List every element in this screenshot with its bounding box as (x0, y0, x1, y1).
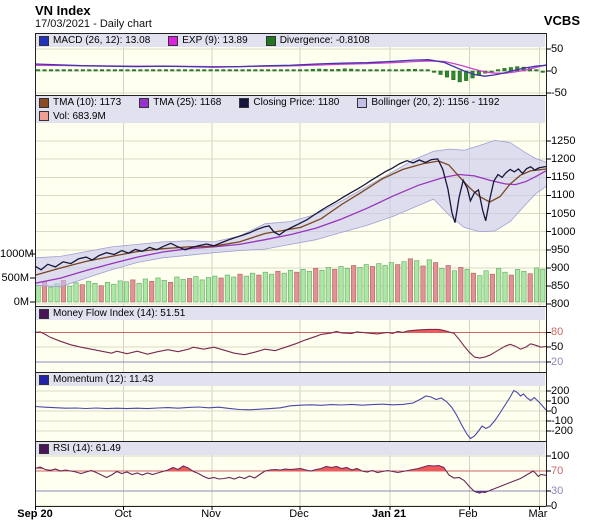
x-axis-label-jan: Jan 21 (371, 508, 407, 520)
legend-item-volume: Vol: 683.9M (39, 111, 106, 122)
macd-legend-label: MACD (26, 12): 13.08 (53, 35, 151, 46)
rsi-legend: RSI (14): 61.49 (36, 442, 545, 455)
legend-item-rsi: RSI (14): 61.49 (39, 443, 121, 454)
legend-item-divergence: Divergence: -0.8108 (265, 35, 370, 46)
x-axis-label-mar: Mar (528, 508, 548, 520)
y-tick-label: 100 (551, 450, 570, 462)
mfi-legend: Money Flow Index (14): 51.51 (36, 307, 545, 320)
y-tick-label: 30 (551, 485, 564, 497)
closing-price-legend-label: Closing Price: 1180 (253, 97, 340, 108)
bollinger-legend-label: Bollinger (20, 2): 1156 - 1192 (371, 97, 500, 108)
volume-legend-label: Vol: 683.9M (53, 110, 106, 122)
y-tick-label: 200 (551, 385, 570, 397)
tma10-swatch-icon (39, 97, 49, 108)
mfi-legend-label: Money Flow Index (14): 51.51 (53, 308, 186, 319)
momentum-swatch-icon (39, 374, 49, 385)
y-tick-label: 0 (551, 65, 558, 77)
brand-logo: VCBS (543, 13, 580, 28)
y-tick-label: -100 (551, 415, 574, 427)
legend-item-exp: EXP (9): 13.89 (168, 35, 248, 46)
y-tick-label: 0 (551, 405, 558, 417)
y-tick-label: 1150 (551, 171, 575, 184)
volume-swatch-icon (39, 111, 49, 121)
y-tick-label: 100 (551, 395, 570, 407)
momentum-legend-label: Momentum (12): 11.43 (53, 374, 154, 385)
legend-item-mfi: Money Flow Index (14): 51.51 (39, 308, 185, 319)
x-axis-label-nov: Nov (201, 508, 221, 520)
x-axis-label-feb: Feb (458, 508, 478, 520)
mfi-swatch-icon (39, 308, 49, 319)
x-axis-label-sep: Sep 20 (17, 508, 53, 520)
price-legend-row2: Vol: 683.9M (36, 109, 545, 123)
closing-price-swatch-icon (239, 97, 250, 108)
y-tick-label: 500M (1, 272, 29, 284)
y-tick-label: 1250 (551, 135, 576, 148)
tma25-legend-label: TMA (25): 1168 (153, 97, 222, 108)
legend-item-tma10: TMA (10): 1173 (39, 97, 121, 108)
exp-swatch-icon (168, 35, 179, 46)
y-tick-label: 1100 (551, 189, 575, 202)
legend-item-momentum: Momentum (12): 11.43 (39, 374, 153, 385)
y-tick-label: 1200 (551, 153, 576, 166)
x-axis-label-oct: Oct (114, 508, 132, 520)
y-tick-label: -200 (551, 425, 574, 437)
y-tick-label: 0 (551, 500, 558, 512)
divergence-legend-label: Divergence: -0.8108 (279, 35, 370, 46)
macd-legend: MACD (26, 12): 13.08 EXP (9): 13.89 Dive… (36, 34, 545, 47)
divergence-swatch-icon (265, 35, 276, 46)
tma10-legend-label: TMA (10): 1173 (53, 97, 122, 108)
y-tick-label: 800 (551, 298, 570, 311)
y-tick-label: 850 (551, 280, 570, 293)
exp-legend-label: EXP (9): 13.89 (182, 35, 248, 46)
y-tick-label: 1000M (0, 248, 34, 260)
y-tick-label: 950 (551, 243, 570, 256)
y-tick-label: 1050 (551, 207, 576, 220)
x-axis-label-dec: Dec (289, 508, 309, 520)
macd-swatch-icon (39, 35, 49, 46)
chart-subtitle: 17/03/2021 - Daily chart (35, 18, 152, 30)
tma25-swatch-icon (139, 97, 150, 108)
y-tick-label: 70 (551, 465, 564, 477)
y-tick-label: 20 (551, 356, 564, 369)
legend-item-tma25: TMA (25): 1168 (139, 97, 221, 108)
y-tick-label: 50 (551, 341, 564, 354)
rsi-swatch-icon (39, 443, 49, 454)
y-tick-label: 50 (551, 43, 564, 56)
legend-item-closing-price: Closing Price: 1180 (239, 97, 339, 108)
y-tick-label: 1000 (551, 225, 576, 238)
y-tick-label: 0M (13, 296, 29, 308)
bollinger-swatch-icon (357, 97, 368, 108)
page-title: VN Index (35, 3, 91, 18)
rsi-legend-label: RSI (14): 61.49 (53, 443, 121, 454)
y-tick-label: 80 (551, 326, 564, 339)
legend-item-macd: MACD (26, 12): 13.08 (39, 35, 150, 46)
legend-item-bollinger: Bollinger (20, 2): 1156 - 1192 (357, 97, 499, 108)
y-tick-label: -50 (551, 86, 567, 99)
y-tick-label: 900 (551, 261, 570, 274)
price-legend-row1: TMA (10): 1173 TMA (25): 1168 Closing Pr… (36, 96, 545, 109)
momentum-legend: Momentum (12): 11.43 (36, 373, 545, 386)
